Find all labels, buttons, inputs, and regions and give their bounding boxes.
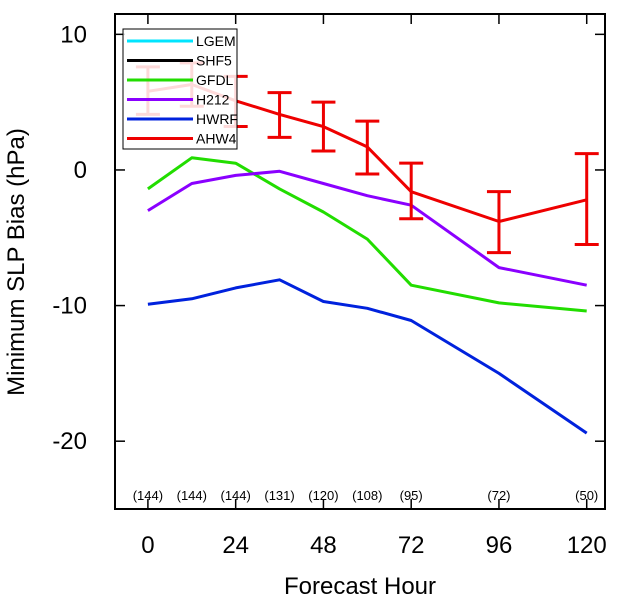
y-tick-label: -10 [52,293,87,320]
sample-counts: (144) (144) (144) (131) (120) (108) (95) (72) (5… [133,488,599,503]
legend-label-shf5: SHF5 [196,53,232,69]
x-tick-label: 48 [310,532,337,559]
series-line-hwrf [147,278,588,435]
y-tick-label: -20 [52,428,87,455]
x-axis-title: Forecast Hour [284,573,436,600]
sample-count-label: (95) [400,488,423,503]
legend-label-ahw4: AHW4 [196,131,237,147]
series-line-h212 [147,169,587,287]
sample-count-label: (144) [220,488,250,503]
legend-box [122,28,238,150]
axis-ticks: 0 24 48 72 96 120 10 0 -10 -20 [52,14,607,559]
sample-count-label: (50) [575,488,598,503]
y-tick-label: 10 [60,21,87,48]
sample-count-label: (144) [133,488,163,503]
x-tick-label: 96 [486,532,513,559]
legend-label-h212: H212 [196,92,230,108]
sample-count-label: (120) [308,488,338,503]
x-tick-label: 0 [141,532,154,559]
plot-frame [114,13,606,510]
legend-label-lgem: LGEM [196,33,236,49]
y-axis-title: Minimum SLP Bias (hPa) [3,128,30,396]
y-tick-label: 0 [74,157,87,184]
sample-count-label: (144) [177,488,207,503]
x-tick-label: 120 [567,532,607,559]
x-tick-label: 24 [222,532,249,559]
x-tick-label: 72 [398,532,425,559]
legend-label-gfdl: GFDL [196,72,234,88]
legend: LGEM SHF5 GFDL H212 HWRF AHW4 [122,28,238,150]
series-line-gfdl [147,156,587,313]
sample-count-label: (72) [487,488,510,503]
legend-label-hwrf: HWRF [196,111,238,127]
sample-count-label: (131) [264,488,294,503]
sample-count-label: (108) [352,488,382,503]
